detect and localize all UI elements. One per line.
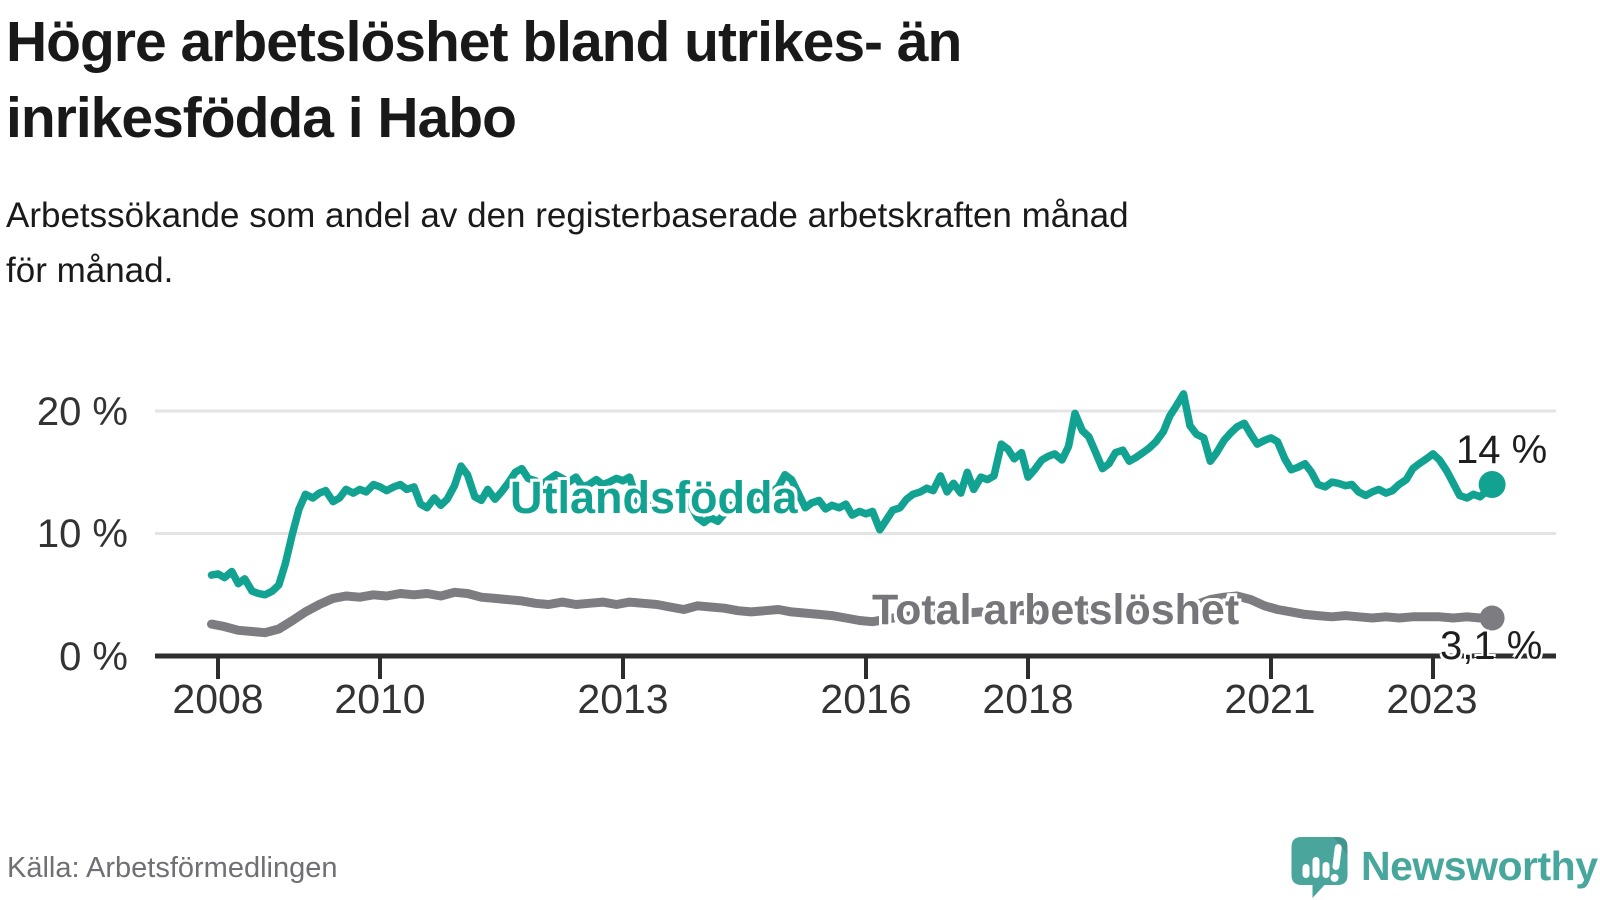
x-tick-label-2016: 2016 [820,676,912,722]
y-tick-label-20: 20 % [36,390,128,434]
series-label-total-arbetsloshet: Total arbetslöshet [872,586,1240,634]
x-tick-label-2010: 2010 [334,676,426,722]
page-title: Högre arbetslöshet bland utrikes- än inr… [6,10,962,151]
newsworthy-logo-text: Newsworthy [1361,843,1598,889]
bar-chart-glyph [1302,857,1330,878]
total-arbetsloshet-end-dot [1479,605,1505,631]
x-tick-label-2008: 2008 [172,676,264,722]
series-label-utlandsfodda: Utlandsfödda [510,472,798,523]
y-tick-label-10: 10 % [36,512,128,556]
x-tick-label-2021: 2021 [1224,676,1316,722]
exclamation-glyph [1330,844,1342,882]
utlandsfodda-line [207,390,1496,599]
page-subtitle: Arbetssökande som andel av den registerb… [6,196,1129,291]
source-attribution: Källa: Arbetsförmedlingen [7,852,338,884]
x-tick-label-2018: 2018 [982,676,1074,722]
end-value-label-utlandsfodda: 14 % [1456,428,1548,472]
end-value-label-total: 3,1 % [1440,624,1543,668]
newsworthy-speech-bubble-icon [1291,837,1348,898]
x-tick-label-2013: 2013 [577,676,669,722]
total-arbetsloshet-line [207,587,1497,638]
y-tick-label-0: 0 % [59,635,128,679]
newsworthy-logo-link[interactable]: Newsworthy [1291,837,1598,899]
x-tick-label-2023: 2023 [1386,676,1478,722]
utlandsfodda-end-dot [1478,471,1506,498]
